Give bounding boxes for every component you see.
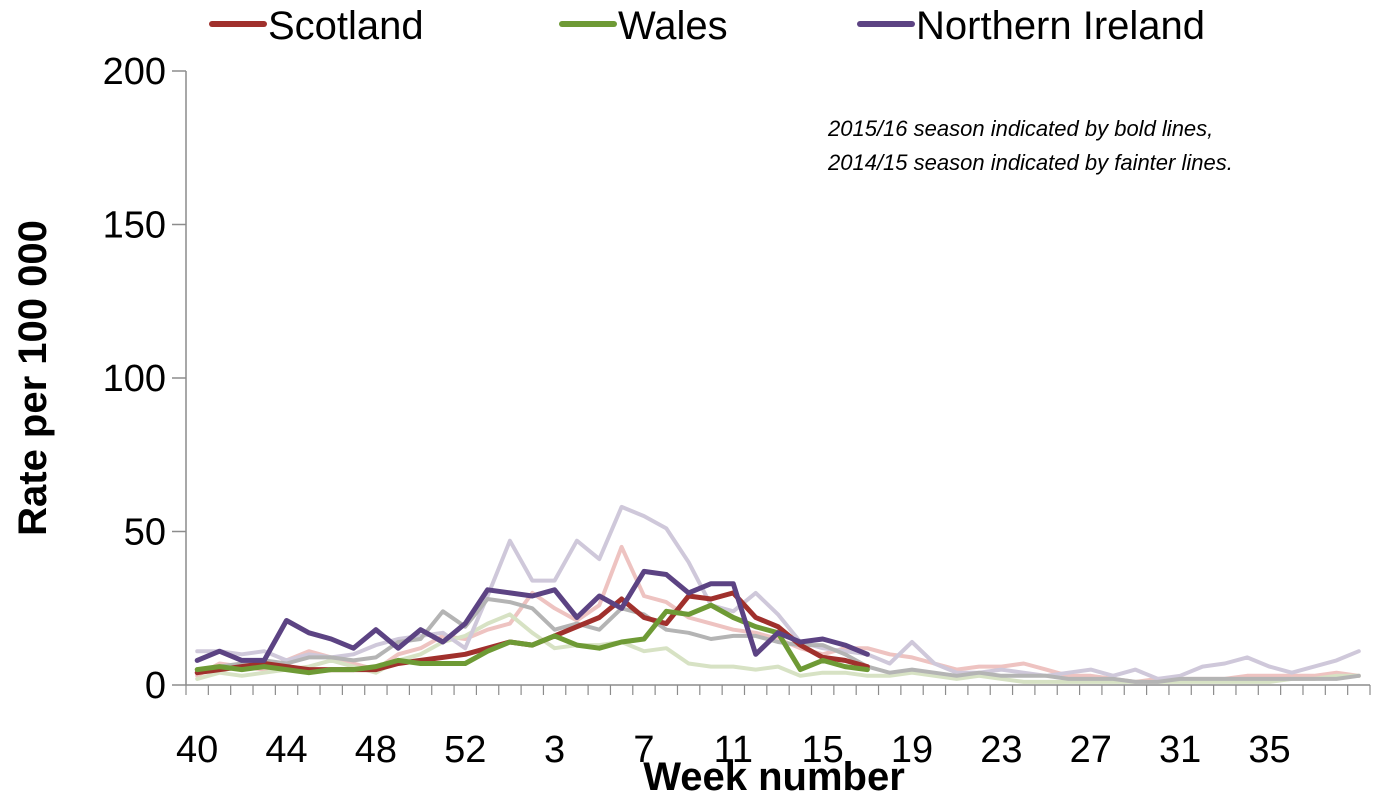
x-tick-label: 15 <box>802 729 844 771</box>
y-tick-label: 0 <box>145 665 166 707</box>
series-line-other-2014-15 <box>195 597 1361 684</box>
legend-label-wales: Wales <box>618 4 728 48</box>
y-tick-label: 100 <box>103 358 166 400</box>
y-tick-label: 50 <box>124 512 166 554</box>
x-tick-label: 3 <box>544 729 565 771</box>
x-axis-title: Week number <box>643 755 905 798</box>
x-tick-label: 7 <box>633 729 654 771</box>
x-tick-label: 35 <box>1248 729 1290 771</box>
x-tick-label: 19 <box>891 729 933 771</box>
season-note-line-1: 2015/16 season indicated by bold lines, <box>827 116 1213 141</box>
legend-label-northern-ireland: Northern Ireland <box>916 4 1205 48</box>
series-line-wales-2015-16 <box>194 602 870 676</box>
y-tick-label: 150 <box>103 205 166 247</box>
x-tick-label: 31 <box>1159 729 1201 771</box>
legend: Scotland Wales Northern Ireland <box>209 4 1205 48</box>
faint-series-group <box>195 504 1361 684</box>
y-tick-label: 200 <box>103 51 166 93</box>
legend-label-scotland: Scotland <box>268 4 424 48</box>
x-tick-label: 40 <box>176 729 218 771</box>
x-tick-label: 23 <box>980 729 1022 771</box>
x-tick-label: 44 <box>265 729 307 771</box>
x-tick-label: 48 <box>355 729 397 771</box>
bold-series-group <box>194 568 870 676</box>
x-tick-label: 11 <box>714 729 753 771</box>
axes: 0 50 100 150 200 40 44 48 52 3 7 11 15 19 23 27 31 35 <box>103 51 1371 771</box>
x-tick-label: 52 <box>444 729 486 771</box>
y-axis-title: Rate per 100 000 <box>11 220 55 536</box>
x-tick-label: 27 <box>1070 729 1112 771</box>
series-line-northern-ireland-2015-16 <box>194 568 870 663</box>
series-line-northern-ireland-2014-15 <box>195 504 1361 681</box>
season-note-line-2: 2014/15 season indicated by fainter line… <box>827 150 1233 175</box>
